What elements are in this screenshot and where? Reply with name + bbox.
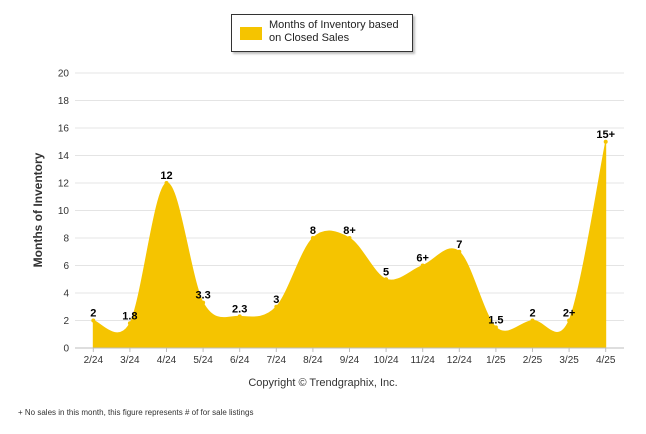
x-tick-label: 11/24: [411, 355, 436, 366]
y-tick-label: 10: [58, 206, 70, 217]
data-label: 1.5: [488, 314, 503, 326]
x-tick-label: 12/24: [447, 355, 472, 366]
data-point: [530, 318, 535, 323]
data-area: [91, 139, 608, 349]
data-label: 12: [160, 170, 172, 182]
data-label: 7: [456, 239, 462, 251]
data-labels: 2 1.8 12 3.3 2.3 3 8 8+ 5 6+ 7 1.5 2 2+ 15+: [90, 129, 615, 327]
footnote: + No sales in this month, this figure re…: [18, 408, 254, 417]
data-label: 3.3: [195, 290, 210, 302]
data-point: [567, 318, 572, 323]
data-label: 2: [90, 308, 96, 320]
data-point: [164, 181, 169, 185]
x-tick-label: 8/24: [303, 355, 323, 366]
y-tick-label: 0: [63, 344, 69, 355]
y-tick-label: 8: [63, 234, 69, 245]
data-label: 2+: [563, 308, 576, 320]
x-tick-label: 2/25: [523, 355, 543, 366]
legend-label: Months of Inventory based on Closed Sale…: [269, 19, 399, 44]
data-label: 1.8: [122, 310, 137, 322]
data-label: 2: [529, 308, 535, 320]
data-label: 8+: [343, 225, 356, 237]
legend: Months of Inventory based on Closed Sale…: [231, 14, 413, 52]
x-tick-label: 3/24: [120, 355, 140, 366]
data-label: 3: [273, 294, 279, 306]
x-tick-label: 3/25: [559, 355, 579, 366]
x-tick-label: 7/24: [267, 355, 287, 366]
x-tick-label: 2/24: [84, 355, 104, 366]
data-label: 5: [383, 266, 389, 278]
y-tick-label: 20: [58, 69, 70, 80]
data-point: [237, 314, 242, 319]
data-point: [201, 300, 206, 305]
copyright: Copyright © Trendgraphix, Inc.: [248, 377, 398, 389]
data-point: [347, 236, 352, 240]
y-tick-label: 4: [63, 289, 69, 300]
data-label: 6+: [416, 253, 429, 265]
x-tick-label: 5/24: [193, 355, 213, 366]
x-tick-label: 1/25: [486, 355, 506, 366]
x-tick-label: 4/24: [157, 355, 177, 366]
data-point: [91, 318, 96, 323]
data-label: 15+: [596, 129, 615, 141]
data-label: 8: [310, 225, 316, 237]
axes: 0 2 4 6 8 10 12 14 16 18 20 2/24 3/24 4/24 5/24 6/24 7/2…: [58, 69, 624, 366]
y-tick-label: 18: [58, 96, 70, 107]
data-point: [310, 236, 315, 240]
data-point: [384, 277, 389, 282]
x-tick-label: 9/24: [340, 355, 360, 366]
data-point: [493, 325, 498, 330]
data-label: 2.3: [232, 303, 247, 315]
y-tick-label: 14: [58, 151, 70, 162]
data-point: [274, 304, 279, 309]
data-point: [603, 139, 608, 144]
legend-swatch: [240, 27, 262, 40]
y-axis-title: Months of Inventory: [31, 152, 45, 268]
y-tick-label: 6: [63, 261, 69, 272]
data-point: [420, 263, 425, 268]
x-tick-label: 10/24: [374, 355, 399, 366]
y-tick-label: 2: [63, 316, 69, 327]
x-tick-label: 6/24: [230, 355, 250, 366]
x-tick-label: 4/25: [596, 355, 616, 366]
y-tick-label: 12: [58, 179, 70, 190]
data-point: [457, 249, 462, 254]
data-point: [127, 321, 132, 326]
y-tick-label: 16: [58, 124, 70, 135]
